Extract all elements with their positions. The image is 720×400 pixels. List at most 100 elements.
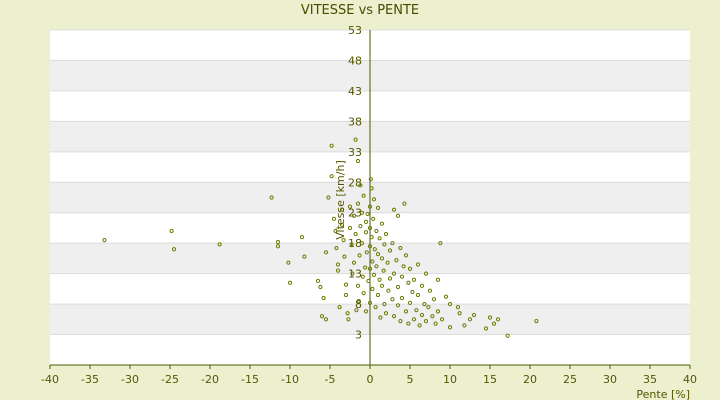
data-point (447, 325, 453, 330)
data-point (471, 312, 477, 318)
data-point (390, 241, 395, 246)
data-point (323, 250, 329, 255)
data-point (217, 242, 222, 247)
data-point (354, 308, 359, 313)
plot-area: -40 -35 -30 -25 -20 -15 -10 -5 0 5 10 15 20 25 30 35 40 3… (41, 24, 697, 386)
data-point (395, 303, 401, 308)
data-point (403, 253, 409, 258)
data-point (487, 315, 493, 320)
chart-title: VITESSE vs PENTE (301, 3, 419, 18)
data-point (299, 234, 305, 240)
data-point (438, 241, 443, 246)
data-point (353, 137, 358, 142)
x-tick-label: -5 (325, 373, 336, 386)
data-point (435, 277, 441, 282)
y-tick-label: 43 (348, 85, 362, 98)
x-tick-label: -10 (281, 373, 299, 386)
data-point (379, 283, 385, 288)
data-point (341, 238, 346, 243)
x-tick-label: -35 (81, 373, 99, 386)
y-tick-label: 53 (348, 24, 362, 37)
data-point (430, 314, 435, 319)
data-point (318, 284, 323, 290)
data-point (351, 260, 357, 265)
data-point (329, 174, 334, 179)
data-point (387, 248, 393, 253)
data-point (398, 245, 403, 251)
data-point (390, 297, 395, 302)
data-point (417, 323, 422, 328)
data-point (361, 193, 366, 198)
data-point (356, 298, 361, 304)
data-point (371, 272, 377, 277)
data-point (371, 216, 376, 221)
data-point (491, 321, 497, 326)
data-point (385, 260, 390, 265)
data-point (411, 317, 417, 322)
data-point (427, 288, 433, 293)
x-tick-label: 35 (643, 373, 657, 386)
data-point (402, 201, 407, 206)
y-tick-label: 33 (348, 146, 362, 159)
data-point (419, 312, 425, 318)
y-tick-label: 38 (348, 115, 362, 128)
data-point (169, 228, 174, 234)
y-tick-label: 18 (348, 237, 362, 250)
data-point (359, 210, 365, 215)
data-point (359, 241, 365, 246)
data-point (349, 242, 354, 247)
data-point (431, 297, 437, 302)
data-point (346, 317, 351, 322)
data-point (382, 301, 387, 307)
data-point (326, 195, 331, 200)
data-point (102, 238, 107, 243)
data-point (361, 291, 366, 296)
data-point (367, 225, 373, 231)
data-point (410, 289, 415, 295)
data-point (329, 143, 334, 148)
data-point (394, 258, 399, 263)
data-point (534, 319, 539, 324)
data-point (375, 292, 381, 298)
data-point (407, 300, 413, 305)
data-point (435, 309, 441, 314)
data-point (378, 315, 383, 320)
data-point (401, 264, 406, 269)
data-point (353, 231, 358, 237)
data-point (373, 305, 378, 310)
data-point (370, 286, 375, 291)
data-point (331, 216, 337, 221)
data-point (345, 311, 350, 316)
data-point (275, 239, 281, 245)
data-point (355, 201, 361, 206)
data-point (395, 213, 401, 218)
data-point (351, 213, 357, 218)
data-point (321, 295, 326, 301)
data-point (379, 256, 385, 261)
data-point (415, 262, 421, 267)
data-point (367, 300, 373, 305)
data-point (333, 228, 338, 234)
data-point (375, 252, 381, 257)
data-point (364, 250, 369, 255)
x-tick-label: 25 (563, 373, 577, 386)
data-point (355, 283, 361, 288)
data-point (426, 305, 431, 310)
data-point (411, 277, 417, 282)
data-point (462, 323, 467, 328)
y-tick-label: 48 (348, 54, 362, 67)
data-point (357, 253, 362, 258)
data-point (403, 309, 409, 314)
data-point (367, 204, 373, 209)
data-point (439, 317, 445, 322)
data-point (363, 265, 368, 270)
data-point (467, 317, 473, 322)
data-point (358, 183, 363, 188)
x-tick-label: 40 (683, 373, 697, 386)
data-point (358, 224, 363, 229)
data-point (406, 321, 411, 326)
x-tick-label: 5 (407, 373, 414, 386)
x-tick-label: 15 (483, 373, 497, 386)
data-point (319, 314, 325, 319)
data-point (363, 309, 369, 314)
